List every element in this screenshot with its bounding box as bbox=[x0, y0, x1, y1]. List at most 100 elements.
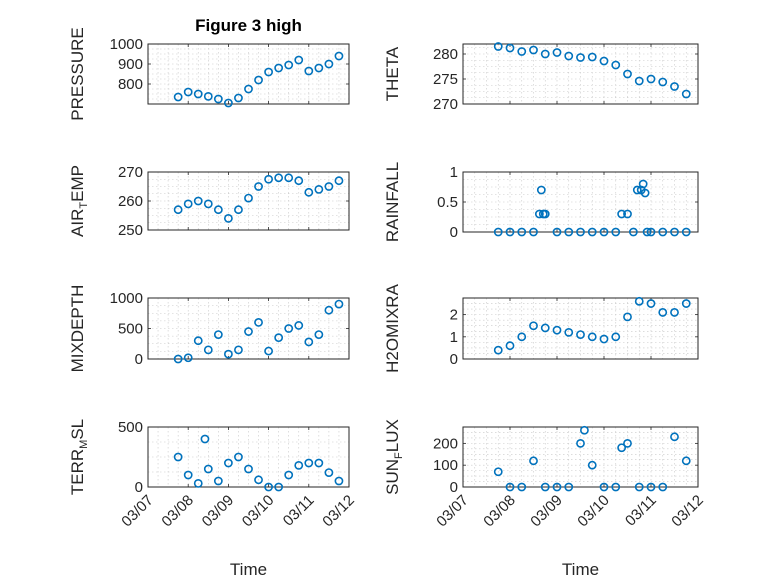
x-axis-label: Time bbox=[562, 560, 599, 579]
x-tick-label: 03/07 bbox=[433, 492, 472, 531]
data-point bbox=[234, 93, 243, 103]
data-point bbox=[223, 458, 233, 468]
data-point bbox=[658, 482, 668, 492]
y-tick-label: 275 bbox=[433, 71, 458, 88]
data-point bbox=[314, 184, 324, 194]
data-point bbox=[646, 227, 656, 237]
data-point bbox=[223, 349, 233, 359]
data-point bbox=[334, 176, 344, 186]
data-point bbox=[658, 308, 668, 317]
y-tick-label: 0 bbox=[450, 351, 458, 368]
data-point bbox=[540, 323, 550, 333]
data-point bbox=[681, 227, 691, 237]
data-point bbox=[552, 482, 562, 492]
x-tick-label: 03/09 bbox=[199, 492, 238, 531]
data-point bbox=[264, 482, 273, 492]
y-tick-label: 200 bbox=[433, 435, 458, 452]
data-point bbox=[505, 227, 515, 237]
data-point bbox=[529, 456, 538, 466]
data-point bbox=[536, 185, 546, 195]
data-point bbox=[646, 482, 656, 492]
y-tick-label: 1 bbox=[450, 164, 458, 181]
y-tick-label: 2 bbox=[450, 307, 458, 324]
chart-pressure: 800 900 1000 PRESSURE Figure 3 high bbox=[68, 16, 350, 121]
data-point bbox=[254, 475, 263, 485]
data-point bbox=[173, 452, 183, 462]
x-tick-label: 03/10 bbox=[574, 492, 613, 531]
y-axis-label-main: SUN bbox=[383, 459, 402, 495]
data-point bbox=[304, 187, 314, 197]
data-point bbox=[658, 77, 668, 87]
data-point bbox=[599, 482, 609, 492]
y-axis-label-sub: M bbox=[78, 440, 90, 449]
y-tick-label: 1 bbox=[450, 329, 458, 346]
y-axis-label-sub: T bbox=[78, 202, 90, 209]
data-series bbox=[173, 173, 344, 223]
data-point bbox=[294, 460, 304, 470]
data-point bbox=[617, 209, 627, 219]
axis-frame bbox=[462, 43, 699, 105]
data-point bbox=[540, 49, 550, 59]
data-point bbox=[681, 89, 691, 99]
data-point bbox=[334, 476, 344, 486]
data-point bbox=[213, 205, 223, 215]
data-point bbox=[294, 321, 304, 330]
data-point bbox=[505, 43, 515, 53]
y-tick-label: 500 bbox=[118, 419, 143, 436]
chart-mixdepth: 0 500 1000 MIXDEPTH bbox=[68, 285, 350, 372]
data-point bbox=[576, 227, 585, 237]
data-point bbox=[223, 98, 233, 108]
data-point bbox=[505, 482, 515, 492]
data-point bbox=[264, 67, 273, 77]
x-tick-label: 03/12 bbox=[668, 492, 707, 531]
data-point bbox=[314, 330, 324, 339]
grid-lines bbox=[463, 427, 698, 487]
y-tick-label: 280 bbox=[433, 46, 458, 63]
y-axis-label: THETA bbox=[383, 46, 402, 101]
data-point bbox=[640, 188, 650, 198]
data-point bbox=[587, 227, 597, 237]
data-point bbox=[552, 325, 562, 335]
axis-frame bbox=[147, 43, 350, 105]
x-tick-label: 03/10 bbox=[239, 492, 278, 531]
data-point bbox=[632, 185, 642, 195]
data-point bbox=[234, 345, 243, 355]
data-point bbox=[223, 213, 233, 223]
data-point bbox=[517, 482, 527, 492]
data-point bbox=[274, 482, 284, 492]
y-axis-label: H2OMIXRA bbox=[383, 283, 402, 372]
y-axis-label: TERRMSL bbox=[68, 419, 90, 495]
data-point bbox=[173, 92, 183, 102]
data-point bbox=[564, 51, 574, 61]
y-axis-label-rest: EMP bbox=[68, 165, 87, 202]
data-point bbox=[284, 324, 294, 333]
data-series bbox=[493, 42, 691, 99]
y-tick-label: 250 bbox=[118, 222, 143, 239]
data-point bbox=[203, 464, 213, 474]
data-point bbox=[529, 227, 538, 237]
data-point bbox=[587, 52, 597, 62]
data-point bbox=[534, 209, 544, 219]
data-point bbox=[564, 327, 574, 337]
data-point bbox=[617, 443, 627, 453]
data-point bbox=[529, 321, 538, 331]
data-point bbox=[183, 199, 193, 209]
y-axis-label: SUNFLUX bbox=[383, 419, 405, 495]
data-point bbox=[517, 47, 527, 56]
data-point bbox=[274, 333, 284, 343]
data-point bbox=[244, 327, 253, 336]
data-point bbox=[564, 482, 574, 492]
data-point bbox=[681, 299, 691, 308]
data-point bbox=[304, 66, 314, 76]
data-point bbox=[638, 179, 648, 189]
data-point bbox=[324, 468, 334, 477]
data-point bbox=[264, 346, 273, 356]
chart-h2omixra: 0 1 2 H2OMIXRA bbox=[383, 283, 699, 373]
data-point bbox=[599, 334, 609, 344]
data-point bbox=[623, 438, 632, 448]
data-point bbox=[203, 199, 213, 209]
x-tick-label: 03/09 bbox=[527, 492, 566, 531]
data-point bbox=[646, 74, 656, 84]
y-tick-label: 270 bbox=[118, 164, 143, 181]
